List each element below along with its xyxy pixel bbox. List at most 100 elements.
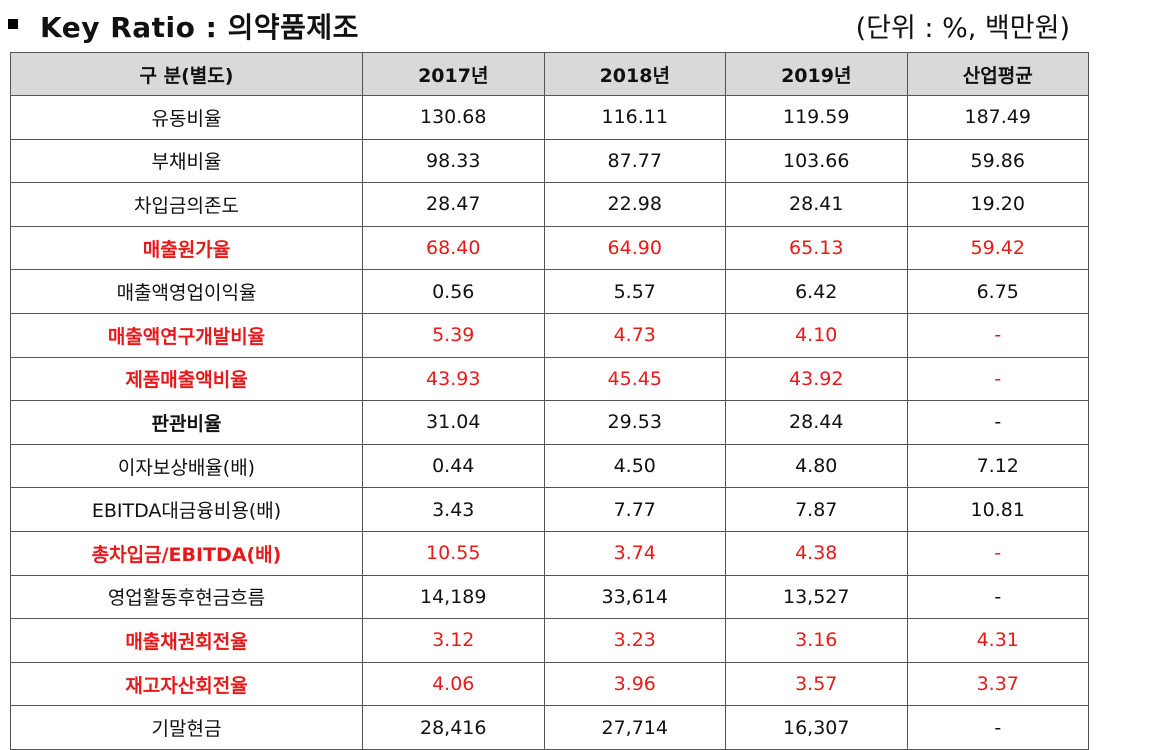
value-2018: 27,714 [543, 705, 726, 750]
row-label: 매출액연구개발비율 [10, 312, 363, 358]
value-2017: 0.44 [362, 443, 545, 489]
value-2017: 3.43 [362, 487, 545, 532]
value-industry-average: 59.42 [906, 225, 1089, 271]
table-header-row: 구 분(별도) 2017년 2018년 2019년 산업평균 [10, 52, 1089, 96]
value-2018: 29.53 [543, 400, 726, 445]
value-2018: 45.45 [543, 356, 726, 402]
column-header-2017: 2017년 [362, 52, 545, 96]
table-row: 매출액연구개발비율 5.39 4.73 4.10- [10, 312, 1089, 358]
value-2017: 31.04 [362, 400, 545, 445]
row-label: 유동비율 [10, 95, 363, 140]
row-label: 매출원가율 [10, 225, 363, 271]
table-row: 매출액영업이익율 0.56 5.57 6.42 6.75 [10, 269, 1089, 314]
column-header-2019: 2019년 [725, 52, 908, 96]
table-row: 재고자산회전율 4.06 3.96 3.57 3.37 [10, 661, 1089, 707]
value-2018: 4.73 [543, 312, 726, 358]
value-2017: 0.56 [362, 269, 545, 314]
value-industry-average: - [906, 574, 1089, 620]
value-2017: 3.12 [362, 618, 545, 663]
table-row: 유동비율 130.68 116.11 119.59 187.49 [10, 95, 1089, 140]
unit-note: (단위 : %, 백만원) [855, 13, 1070, 44]
value-2019: 4.80 [725, 443, 908, 489]
value-2018: 3.74 [543, 530, 726, 576]
row-label: EBITDA대금융비용(배) [10, 487, 363, 532]
table-row: 매출채권회전율 3.12 3.23 3.16 4.31 [10, 618, 1089, 663]
value-2019: 7.87 [725, 487, 908, 532]
value-2018: 3.96 [543, 661, 726, 707]
page-title: Key Ratio : 의약품제조 [40, 11, 359, 44]
value-industry-average: 7.12 [906, 443, 1089, 489]
table-row: 차입금의존도 28.47 22.98 28.41 19.20 [10, 182, 1089, 227]
value-2017: 4.06 [362, 661, 545, 707]
value-2019: 3.16 [725, 618, 908, 663]
value-industry-average: 10.81 [906, 487, 1089, 532]
row-label: 제품매출액비율 [10, 356, 363, 402]
row-label: 영업활동후현금흐름 [10, 574, 363, 620]
value-2019: 65.13 [725, 225, 908, 271]
value-2017: 14,189 [362, 574, 545, 620]
value-industry-average: 3.37 [906, 661, 1089, 707]
value-2018: 22.98 [543, 182, 726, 227]
value-2017: 130.68 [362, 95, 545, 140]
row-label: 부채비율 [10, 138, 363, 184]
bullet-square-icon [8, 19, 18, 29]
value-2019: 4.10 [725, 312, 908, 358]
table-row: 부채비율 98.33 87.77 103.66 59.86 [10, 138, 1089, 184]
value-2017: 98.33 [362, 138, 545, 184]
table-row: 제품매출액비율 43.93 45.45 43.92- [10, 356, 1089, 402]
column-header-2018: 2018년 [543, 52, 726, 96]
table-row: 기말현금 28,416 27,714 16,307- [10, 705, 1089, 750]
value-2019: 4.38 [725, 530, 908, 576]
column-header-industry-average: 산업평균 [906, 52, 1089, 96]
value-industry-average: - [906, 356, 1089, 402]
value-2017: 5.39 [362, 312, 545, 358]
value-industry-average: - [906, 400, 1089, 445]
value-2019: 28.41 [725, 182, 908, 227]
table-row: 매출원가율 68.40 64.90 65.13 59.42 [10, 225, 1089, 271]
table-body: 유동비율 130.68 116.11 119.59 187.49 부채비율 98.33 87.… [10, 95, 1089, 750]
page-header: Key Ratio : 의약품제조 (단위 : %, 백만원) [0, 0, 1152, 50]
value-2018: 3.23 [543, 618, 726, 663]
value-2017: 28.47 [362, 182, 545, 227]
row-label: 차입금의존도 [10, 182, 363, 227]
column-header-category: 구 분(별도) [10, 52, 363, 96]
table-row: 이자보상배율(배) 0.44 4.50 4.80 7.12 [10, 443, 1089, 489]
value-2018: 33,614 [543, 574, 726, 620]
table-row: 총차입금/EBITDA(배) 10.55 3.74 4.38- [10, 530, 1089, 576]
value-industry-average: 59.86 [906, 138, 1089, 184]
value-industry-average: 187.49 [906, 95, 1089, 140]
value-2017: 28,416 [362, 705, 545, 750]
value-2019: 119.59 [725, 95, 908, 140]
table-row: 판관비율 31.04 29.53 28.44- [10, 400, 1089, 445]
row-label: 매출채권회전율 [10, 618, 363, 663]
value-2019: 6.42 [725, 269, 908, 314]
value-2019: 43.92 [725, 356, 908, 402]
value-2018: 87.77 [543, 138, 726, 184]
value-industry-average: 4.31 [906, 618, 1089, 663]
value-industry-average: 19.20 [906, 182, 1089, 227]
value-2019: 103.66 [725, 138, 908, 184]
value-industry-average: - [906, 705, 1089, 750]
value-2017: 68.40 [362, 225, 545, 271]
value-2017: 43.93 [362, 356, 545, 402]
table-row: EBITDA대금융비용(배) 3.43 7.77 7.87 10.81 [10, 487, 1089, 532]
value-2019: 28.44 [725, 400, 908, 445]
row-label: 총차입금/EBITDA(배) [10, 530, 363, 576]
value-2019: 3.57 [725, 661, 908, 707]
value-2018: 5.57 [543, 269, 726, 314]
row-label: 매출액영업이익율 [10, 269, 363, 314]
value-industry-average: - [906, 530, 1089, 576]
value-2019: 16,307 [725, 705, 908, 750]
value-industry-average: 6.75 [906, 269, 1089, 314]
value-industry-average: - [906, 312, 1089, 358]
table-row: 영업활동후현금흐름 14,189 33,614 13,527- [10, 574, 1089, 620]
value-2018: 4.50 [543, 443, 726, 489]
value-2017: 10.55 [362, 530, 545, 576]
key-ratio-table: 구 분(별도) 2017년 2018년 2019년 산업평균 유동비율 130.6… [10, 52, 1089, 750]
value-2018: 116.11 [543, 95, 726, 140]
value-2018: 7.77 [543, 487, 726, 532]
value-2019: 13,527 [725, 574, 908, 620]
row-label: 재고자산회전율 [10, 661, 363, 707]
row-label: 기말현금 [10, 705, 363, 750]
row-label: 판관비율 [10, 400, 363, 445]
